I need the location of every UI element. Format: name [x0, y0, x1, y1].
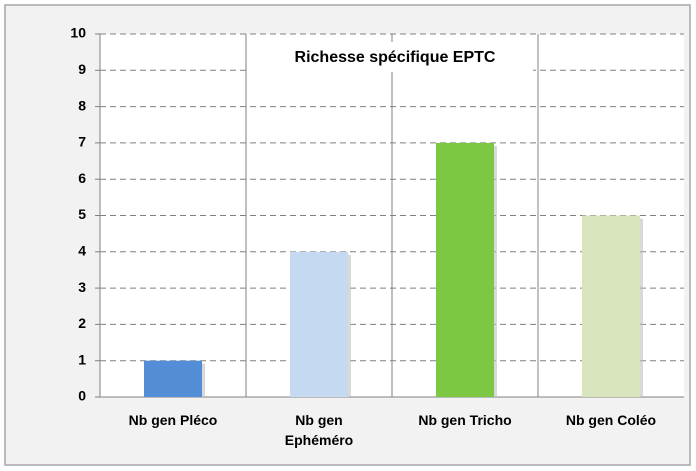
- chart-title: Richesse spécifique EPTC: [295, 49, 496, 66]
- y-tick-label: 0: [78, 388, 86, 404]
- y-tick-label: 3: [78, 279, 86, 295]
- y-tick-label: 8: [78, 97, 86, 113]
- x-tick-label: Nb gen Tricho: [418, 412, 512, 428]
- y-tick-label: 6: [78, 170, 86, 186]
- y-tick-label: 2: [78, 315, 86, 331]
- bar: [582, 215, 640, 397]
- bar: [436, 142, 494, 397]
- bars: [144, 142, 643, 397]
- bar: [290, 251, 348, 397]
- y-tick-label: 5: [78, 206, 86, 222]
- x-tick-label: Nb gen Pléco: [128, 412, 218, 428]
- x-tick-label: Nb gen Ephéméro: [284, 412, 354, 448]
- x-tick-label: Nb gen Coléo: [565, 412, 657, 428]
- y-tick-label: 4: [78, 243, 86, 259]
- title-box: [249, 42, 533, 72]
- y-tick-label: 1: [78, 351, 86, 367]
- y-tick-label: 7: [78, 134, 86, 150]
- bar: [144, 360, 202, 397]
- y-tick-label: 10: [70, 25, 86, 41]
- y-tick-label: 9: [78, 61, 86, 77]
